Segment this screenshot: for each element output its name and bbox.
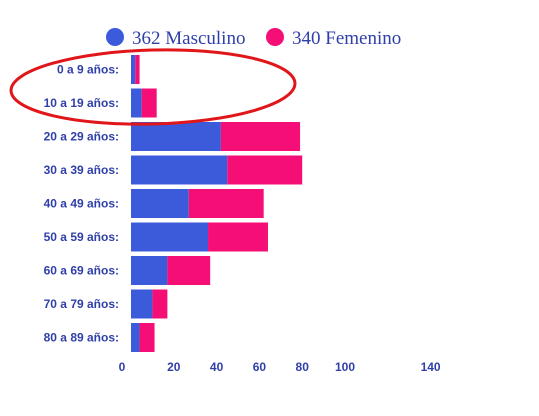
bar-femenino-4 (188, 189, 264, 218)
bar-masculino-3 (131, 155, 228, 185)
bar-masculino-7 (131, 289, 153, 319)
bar-masculino-6 (131, 256, 168, 285)
highlight-ellipse (9, 48, 297, 126)
x-tick-labels: 0 20 40 60 80 100 140 (119, 360, 441, 374)
category-label-6: 60 a 69 años: (44, 264, 119, 278)
x-tick-label-3: 60 (253, 360, 267, 374)
bar-femenino-3 (227, 155, 303, 185)
category-label-0: 0 a 9 años: (57, 63, 119, 77)
bar-masculino-8 (131, 323, 140, 352)
category-label-3: 30 a 39 años: (44, 163, 119, 177)
bar-femenino-8 (139, 323, 155, 352)
category-label-1: 10 a 19 años: (44, 96, 119, 110)
legend-swatch-femenino (266, 28, 284, 46)
category-label-4: 40 a 49 años: (44, 197, 119, 211)
legend-label-masculino: 362 Masculino (132, 28, 245, 49)
legend-label-femenino: 340 Femenino (292, 28, 401, 49)
category-label-2: 20 a 29 años: (44, 130, 119, 144)
x-tick-label-0: 0 (119, 360, 126, 374)
legend-swatch-masculino (106, 28, 124, 46)
x-tick-label-4: 80 (296, 360, 310, 374)
chart-legend: 362 Masculino 340 Femenino (106, 28, 401, 49)
bar-femenino-5 (208, 222, 268, 252)
x-tick-label-5: 100 (335, 360, 355, 374)
bar-masculino-5 (131, 222, 209, 252)
bar-femenino-1 (141, 88, 157, 118)
x-tick-label-2: 40 (210, 360, 224, 374)
category-labels: 0 a 9 años: 10 a 19 años: 20 a 29 años: 30 … (44, 63, 119, 345)
bar-masculino-0 (131, 55, 136, 84)
bar-group (131, 55, 303, 352)
x-tick-label-1: 20 (167, 360, 181, 374)
bar-masculino-4 (131, 189, 189, 218)
bar-masculino-2 (131, 122, 221, 151)
category-label-7: 70 a 79 años: (44, 297, 119, 311)
x-tick-label-6: 140 (421, 360, 441, 374)
bar-femenino-0 (135, 55, 140, 84)
bar-femenino-6 (167, 256, 211, 285)
category-label-5: 50 a 59 años: (44, 230, 119, 244)
bar-masculino-1 (131, 88, 142, 118)
bar-femenino-7 (152, 289, 168, 319)
category-label-8: 80 a 89 años: (44, 331, 119, 345)
bar-femenino-2 (220, 122, 301, 151)
